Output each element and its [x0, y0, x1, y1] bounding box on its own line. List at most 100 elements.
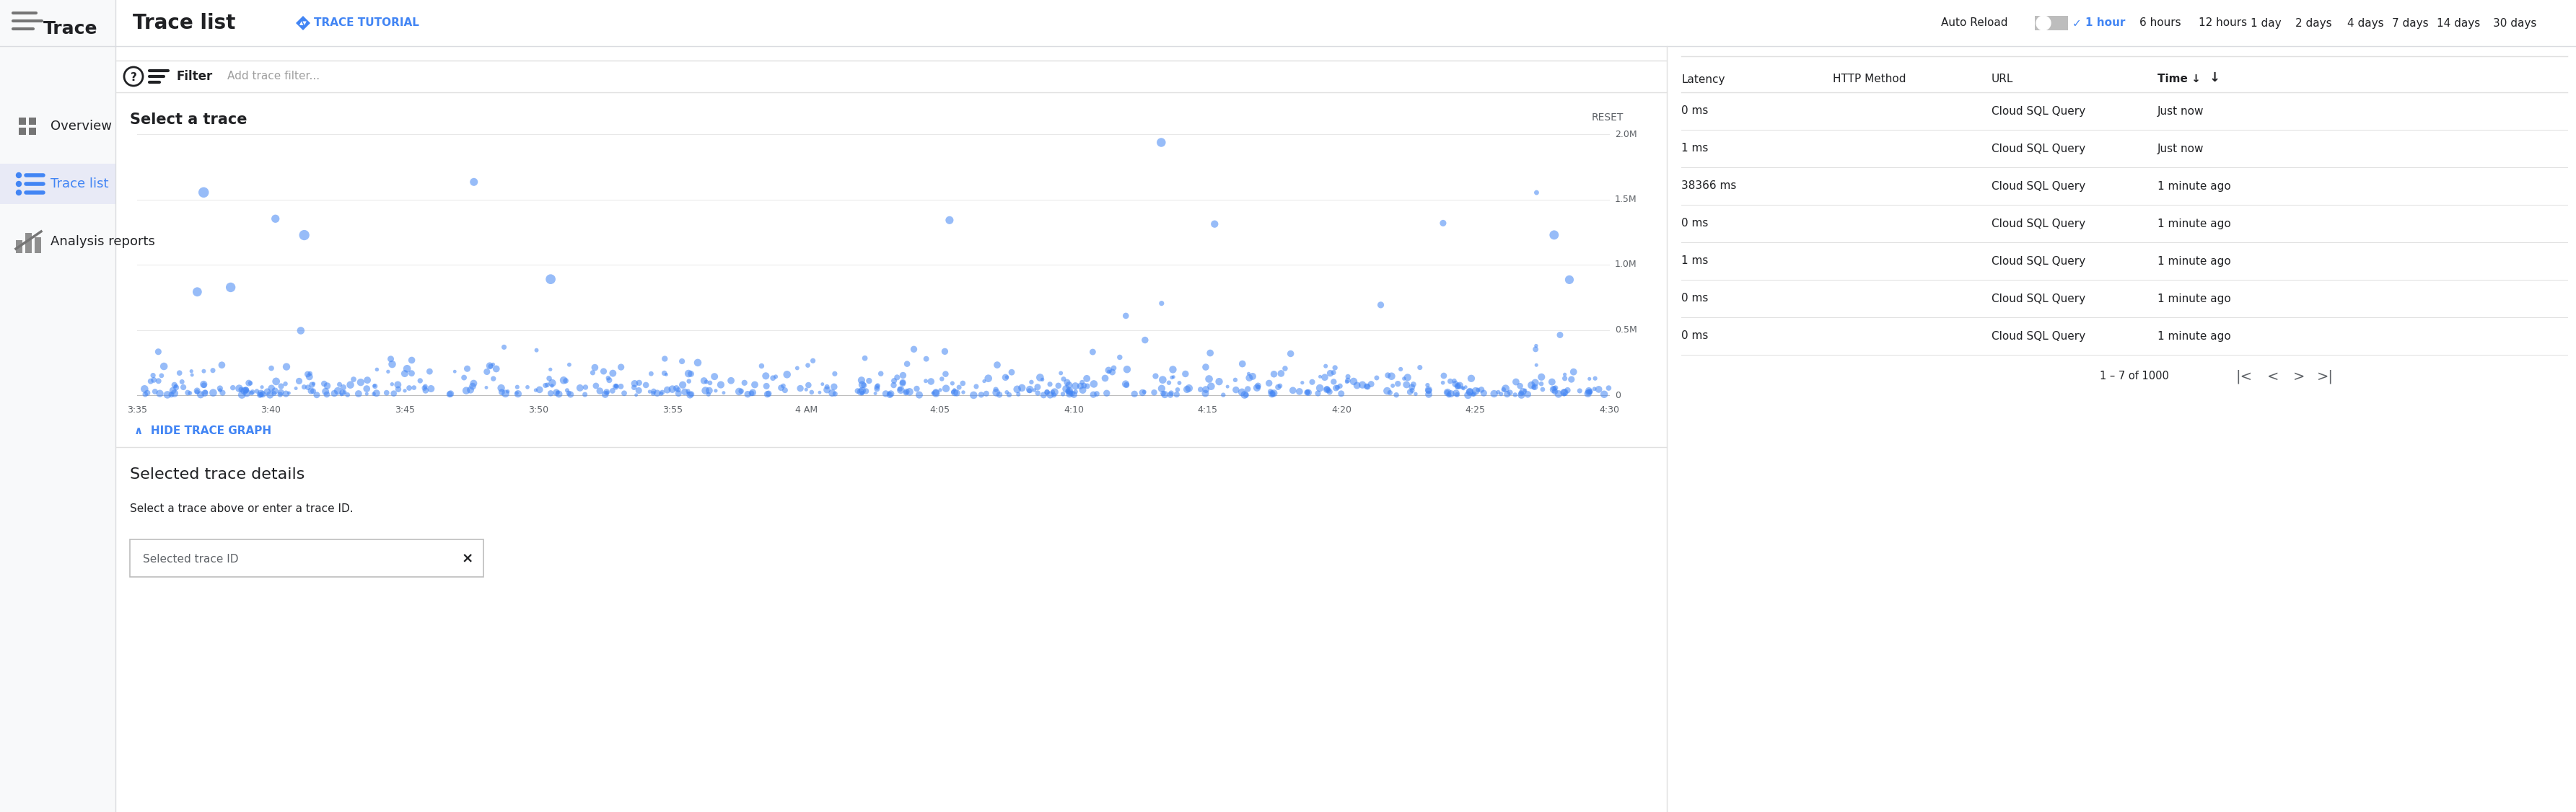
Point [1458, 383, 1499, 396]
Point [250, 388, 291, 401]
Point [1252, 387, 1293, 400]
Point [240, 388, 281, 401]
Point [961, 388, 1002, 401]
Point [1048, 384, 1090, 397]
Point [137, 345, 178, 358]
Text: 1 ms: 1 ms [1682, 256, 1708, 266]
Point [469, 360, 510, 373]
Point [549, 387, 590, 400]
Point [147, 388, 188, 401]
Point [1543, 387, 1584, 400]
Point [353, 387, 394, 400]
Point [1221, 386, 1262, 399]
Text: 12 hours: 12 hours [2200, 18, 2246, 28]
Point [762, 379, 804, 392]
Point [587, 386, 629, 399]
Point [1515, 381, 1556, 394]
Point [260, 380, 301, 393]
Point [732, 387, 773, 400]
Point [1558, 384, 1600, 397]
Point [1033, 386, 1074, 399]
Point [574, 379, 616, 392]
Point [814, 387, 855, 400]
Point [193, 364, 234, 377]
Point [178, 285, 219, 298]
Point [1100, 351, 1141, 364]
Text: HTTP Method: HTTP Method [1832, 74, 1906, 84]
Point [1038, 379, 1079, 392]
Point [526, 378, 567, 391]
Point [1061, 376, 1103, 389]
Bar [33, 237, 41, 253]
Point [726, 388, 768, 401]
Point [1435, 374, 1476, 387]
Point [1141, 297, 1182, 310]
Point [966, 387, 1007, 400]
Point [497, 381, 538, 394]
Point [193, 387, 234, 400]
Point [811, 387, 853, 400]
Point [1520, 378, 1561, 391]
Point [1288, 386, 1329, 399]
Point [531, 387, 572, 400]
Point [760, 382, 801, 395]
Text: >|: >| [2316, 369, 2334, 383]
Point [337, 387, 379, 400]
Point [840, 386, 881, 399]
Text: Filter: Filter [178, 70, 214, 83]
Text: 6 hours: 6 hours [2141, 18, 2182, 28]
Point [873, 378, 914, 391]
Point [1543, 386, 1584, 399]
Point [1092, 365, 1133, 378]
Point [987, 386, 1028, 399]
Point [160, 366, 201, 379]
Point [845, 352, 886, 365]
Point [935, 386, 976, 399]
Point [1208, 380, 1249, 393]
Point [1368, 369, 1409, 382]
Point [1507, 388, 1548, 401]
Point [1535, 382, 1577, 395]
Point [592, 367, 634, 380]
Point [1489, 386, 1530, 399]
Point [690, 377, 732, 390]
Point [237, 385, 278, 398]
Point [1141, 374, 1182, 387]
Point [806, 380, 848, 393]
Text: TRACE TUTORIAL: TRACE TUTORIAL [314, 18, 420, 28]
Point [1453, 387, 1494, 400]
Point [662, 378, 703, 391]
Point [170, 365, 211, 378]
Point [1229, 371, 1270, 384]
Point [1252, 387, 1293, 400]
Point [124, 382, 165, 395]
Point [1455, 385, 1497, 398]
Point [1061, 383, 1103, 396]
Circle shape [15, 190, 21, 195]
Point [1136, 369, 1177, 382]
Text: Selected trace details: Selected trace details [129, 467, 304, 482]
Point [1043, 373, 1084, 386]
Point [178, 384, 219, 397]
Point [1048, 387, 1090, 400]
Text: 0.5M: 0.5M [1615, 326, 1638, 335]
Point [1303, 371, 1345, 384]
Text: Auto Reload: Auto Reload [1942, 18, 2007, 28]
Point [933, 377, 974, 390]
Point [992, 365, 1033, 378]
Point [860, 367, 902, 380]
Point [1443, 382, 1484, 395]
Point [559, 382, 600, 395]
Point [618, 376, 659, 389]
Point [224, 383, 265, 396]
Point [732, 386, 773, 399]
Text: 1 – 7 of 1000: 1 – 7 of 1000 [2099, 371, 2169, 382]
Point [175, 386, 216, 399]
Point [1533, 383, 1574, 396]
Text: 0 ms: 0 ms [1682, 218, 1708, 229]
Point [845, 385, 886, 398]
Point [404, 384, 446, 397]
Point [564, 388, 605, 401]
Point [1144, 388, 1185, 401]
Point [1309, 367, 1350, 380]
